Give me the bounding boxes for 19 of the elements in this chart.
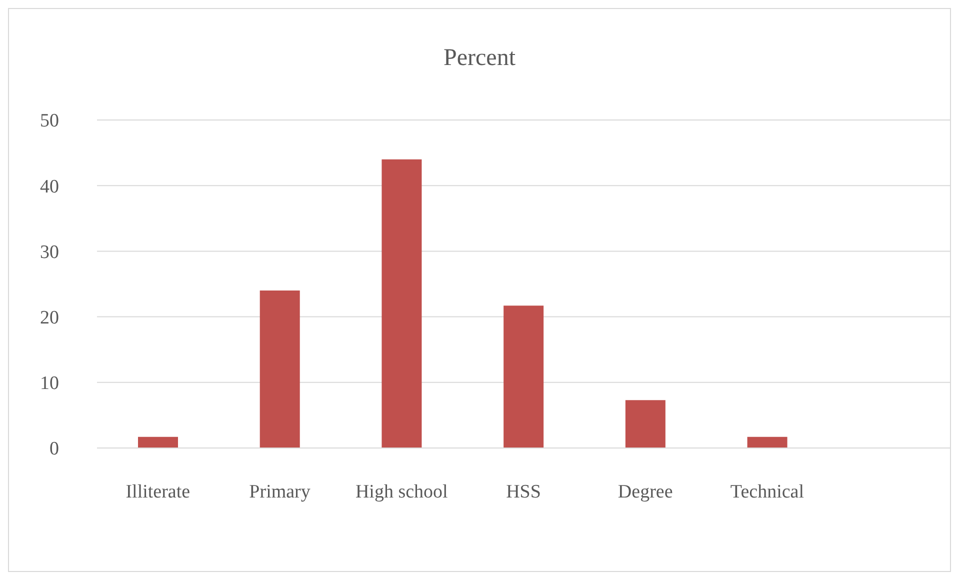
x-tick-label: HSS (506, 481, 541, 502)
bar (260, 290, 300, 448)
x-tick-label: Technical (730, 481, 804, 502)
bar (747, 436, 788, 448)
chart-title: Percent (442, 45, 516, 72)
y-tick-label: 30 (40, 242, 59, 263)
bar (382, 159, 422, 448)
y-tick-label: 40 (40, 176, 59, 198)
y-tick-label: 0 (50, 438, 59, 460)
x-tick-label: Primary (249, 481, 311, 502)
y-tick-label: 50 (40, 110, 59, 132)
bar (625, 400, 666, 448)
x-tick-label: High school (355, 481, 448, 502)
bar (138, 436, 178, 448)
bar (504, 306, 544, 448)
y-tick-label: 20 (40, 308, 59, 329)
y-tick-label: 10 (40, 373, 59, 394)
x-tick-label: Degree (618, 481, 673, 502)
x-tick-label: Illiterate (126, 481, 190, 502)
